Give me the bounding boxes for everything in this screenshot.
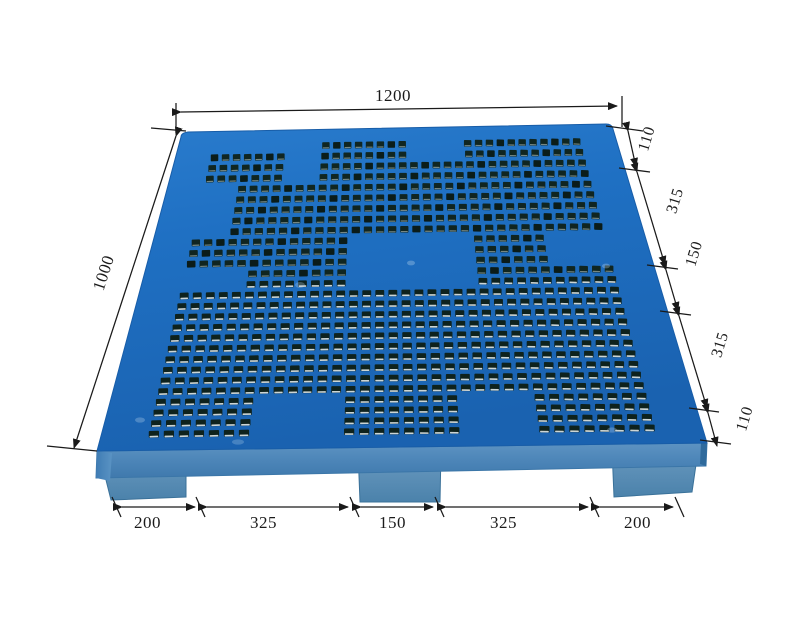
dimension-bottom-chain <box>111 496 685 518</box>
bottom-tick-2 <box>349 496 360 518</box>
dimension-right-chain <box>605 121 732 447</box>
dimension-label-1200: 1200 <box>375 86 411 105</box>
dim-line-150 <box>659 260 680 312</box>
bottom-tick-4 <box>589 496 600 518</box>
dim-line-110-bottom <box>701 403 719 447</box>
dimension-label-bottom-150: 150 <box>379 513 406 532</box>
bottom-tick-1 <box>195 496 206 518</box>
pallet-left-skirt <box>96 451 112 481</box>
dim-line-315-bottom <box>672 306 709 409</box>
bottom-tick-5 <box>674 496 685 518</box>
dimension-label-bottom-325-right: 325 <box>490 513 517 532</box>
ext-line-left-bottom <box>46 445 98 452</box>
dimension-label-bottom-200-left: 200 <box>134 513 161 532</box>
dim-line-1000 <box>72 126 183 449</box>
dimension-left-1000 <box>46 126 187 452</box>
dimension-label-bottom-200-right: 200 <box>624 513 651 532</box>
dim-line-315-top <box>630 162 667 266</box>
dimension-label-bottom-325-left: 325 <box>250 513 277 532</box>
ext-line-left-top <box>150 127 187 132</box>
dim-line-1200 <box>171 102 618 117</box>
pallet-right-wall <box>700 442 707 466</box>
pallet-body <box>95 123 708 503</box>
dim-line-110-top <box>622 121 638 168</box>
